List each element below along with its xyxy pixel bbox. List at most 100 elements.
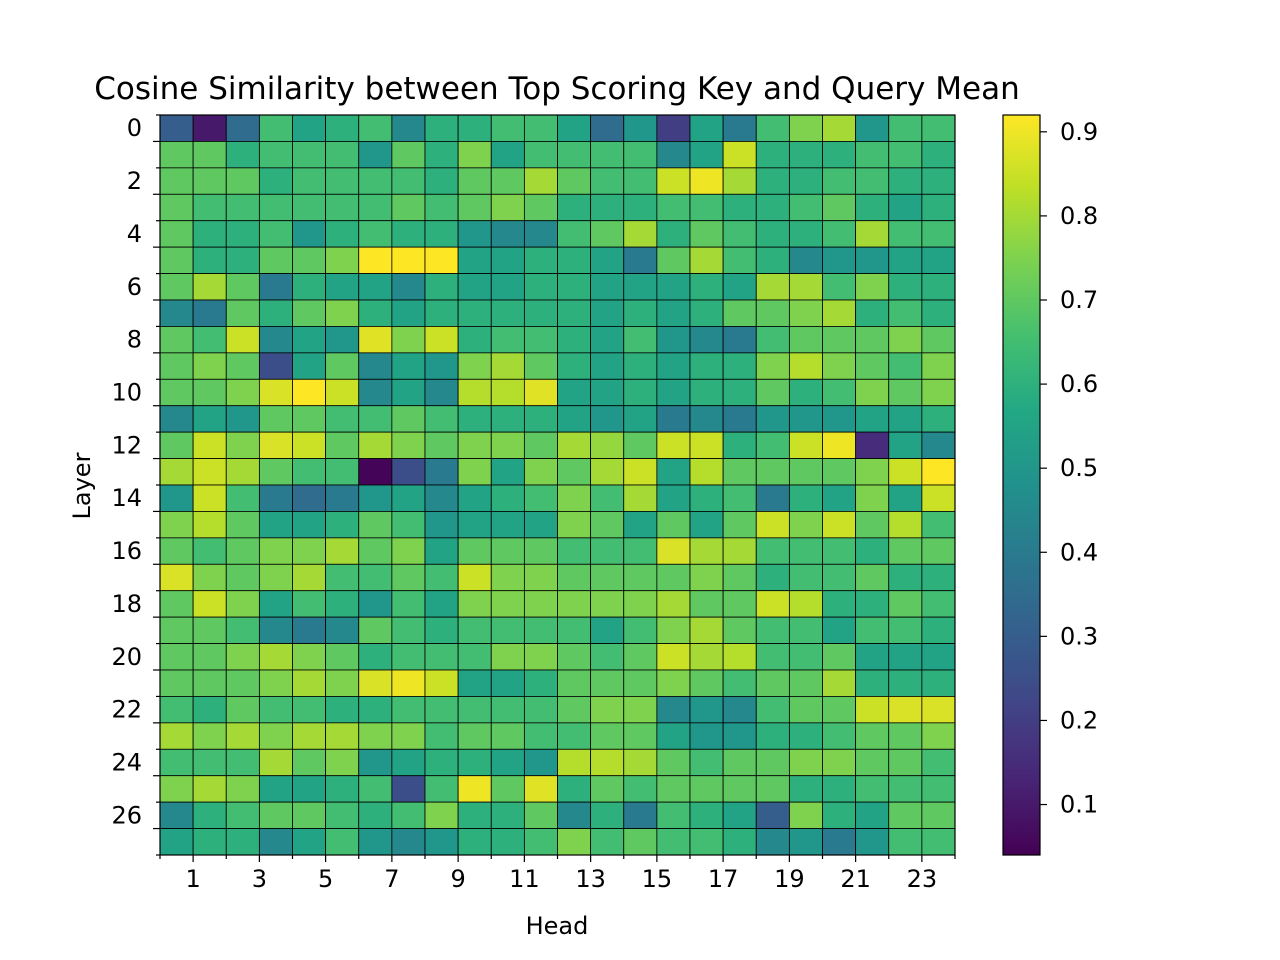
heatmap-cell: [457, 537, 492, 565]
heatmap-cell: [457, 246, 492, 274]
heatmap-cell: [523, 696, 558, 724]
heatmap-cell: [788, 193, 823, 222]
heatmap-cell: [822, 511, 857, 539]
heatmap-cell: [788, 775, 823, 803]
heatmap-cell: [855, 801, 890, 829]
heatmap-cell: [490, 193, 525, 222]
heatmap-cell: [391, 828, 426, 856]
heatmap-cell: [391, 378, 426, 407]
heatmap-cell: [457, 352, 492, 380]
heatmap-cell: [689, 246, 724, 274]
heatmap-cell: [590, 167, 625, 195]
heatmap-cell: [523, 563, 558, 592]
heatmap-cell: [689, 722, 724, 750]
heatmap-cell: [689, 775, 724, 803]
heatmap-cell: [921, 775, 956, 803]
heatmap-cell: [656, 616, 691, 644]
heatmap-cell: [623, 431, 658, 459]
x-tick-label: 21: [840, 865, 871, 893]
heatmap-cell: [921, 643, 956, 671]
heatmap-cell: [490, 141, 525, 169]
heatmap-cell: [490, 246, 525, 274]
heatmap-cell: [358, 616, 393, 644]
heatmap-cell: [424, 114, 459, 142]
heatmap-cell: [623, 696, 658, 724]
heatmap-cell: [391, 775, 426, 803]
heatmap-cell: [557, 246, 592, 274]
heatmap-cell: [258, 748, 293, 777]
heatmap-cell: [623, 405, 658, 433]
heatmap-cell: [192, 458, 227, 486]
heatmap-cell: [325, 167, 360, 195]
heatmap-cell: [391, 246, 426, 274]
heatmap-cell: [590, 722, 625, 750]
heatmap-cell: [722, 563, 757, 592]
heatmap-cell: [623, 563, 658, 592]
heatmap-cell: [192, 405, 227, 433]
heatmap-cell: [855, 616, 890, 644]
heatmap-cell: [391, 537, 426, 565]
heatmap-cell: [656, 273, 691, 301]
heatmap-cell: [258, 378, 293, 407]
heatmap-cell: [258, 458, 293, 486]
heatmap-cell: [921, 828, 956, 856]
heatmap-cell: [656, 537, 691, 565]
heatmap-cell: [424, 511, 459, 539]
heatmap-cell: [159, 563, 194, 592]
y-tick-label: 0: [127, 114, 142, 142]
heatmap-cell: [225, 326, 260, 354]
colorbar-ticks: 0.1 0.2 0.3 0.4 0.5 0.6 0.7 0.8 0.9: [1040, 118, 1098, 819]
heatmap-cell: [192, 511, 227, 539]
heatmap-cell: [689, 748, 724, 777]
heatmap-cell: [159, 643, 194, 671]
heatmap-cell: [557, 748, 592, 777]
heatmap-cell: [159, 273, 194, 301]
heatmap-cell: [855, 590, 890, 618]
heatmap-cell: [656, 828, 691, 856]
y-tick-label: 18: [111, 590, 142, 618]
heatmap-cell: [788, 722, 823, 750]
heatmap-cell: [755, 775, 790, 803]
heatmap-cell: [391, 167, 426, 195]
heatmap-cell: [788, 458, 823, 486]
heatmap-cell: [490, 669, 525, 697]
heatmap-cell: [225, 431, 260, 459]
heatmap-cell: [656, 801, 691, 829]
heatmap-cell: [557, 590, 592, 618]
heatmap-cell: [523, 748, 558, 777]
y-tick-label: 14: [111, 484, 142, 512]
heatmap-cell: [689, 299, 724, 327]
heatmap-cell: [424, 326, 459, 354]
heatmap-cell: [258, 246, 293, 274]
heatmap-cell: [325, 616, 360, 644]
heatmap-cell: [225, 352, 260, 380]
heatmap-cell: [822, 299, 857, 327]
heatmap-cell: [921, 167, 956, 195]
heatmap-cell: [159, 590, 194, 618]
heatmap-cell: [490, 590, 525, 618]
heatmap-cell: [192, 775, 227, 803]
heatmap-cell: [656, 458, 691, 486]
heatmap-cell: [225, 114, 260, 142]
heatmap-cell: [788, 405, 823, 433]
heatmap-cell: [689, 828, 724, 856]
heatmap-cell: [159, 431, 194, 459]
heatmap-cell: [258, 722, 293, 750]
heatmap-cell: [192, 616, 227, 644]
heatmap-cell: [755, 141, 790, 169]
axes-ticks: 1 3 5 7 9 11 13 15 17 19 21 23024681012141618202224…: [111, 114, 956, 893]
heatmap-cell: [557, 669, 592, 697]
heatmap-cell: [557, 352, 592, 380]
heatmap-cell: [590, 352, 625, 380]
heatmap-cell: [225, 484, 260, 512]
heatmap-cell: [855, 537, 890, 565]
heatmap-cell: [822, 748, 857, 777]
heatmap-cell: [225, 590, 260, 618]
heatmap-cell: [457, 220, 492, 248]
heatmap-cell: [689, 193, 724, 222]
heatmap-cell: [192, 378, 227, 407]
heatmap-cell: [921, 378, 956, 407]
heatmap-cell: [391, 273, 426, 301]
heatmap-cell: [755, 511, 790, 539]
heatmap-cell: [192, 193, 227, 222]
